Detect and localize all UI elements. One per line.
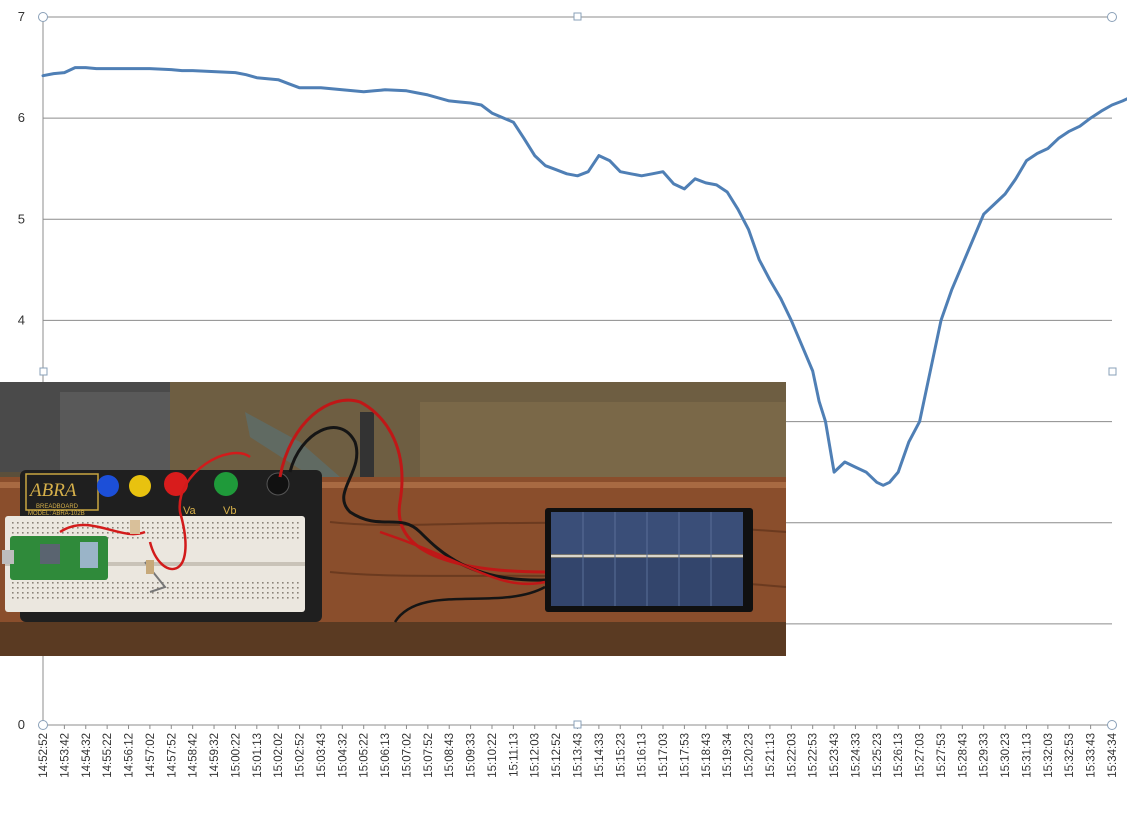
x-tick-label: 15:33:43 bbox=[1086, 733, 1098, 778]
x-tick-label: 14:53:42 bbox=[59, 733, 71, 778]
x-tick-label: 15:15:23 bbox=[615, 733, 627, 778]
y-tick-label: 7 bbox=[18, 9, 25, 24]
x-tick-label: 15:27:53 bbox=[936, 733, 948, 778]
post-label-b: Vb bbox=[223, 505, 236, 517]
breadboard-brand: ABRA bbox=[28, 480, 77, 501]
resize-handle-left[interactable] bbox=[39, 367, 48, 376]
x-tick-label: 15:32:53 bbox=[1064, 733, 1076, 778]
y-tick-label: 6 bbox=[18, 110, 25, 125]
x-tick-label: 15:19:34 bbox=[722, 732, 734, 777]
x-tick-label: 15:12:03 bbox=[530, 733, 542, 778]
breadboard-sub-label: BREADBOARD bbox=[36, 504, 79, 510]
x-tick-label: 15:25:23 bbox=[872, 733, 884, 778]
x-tick-label: 15:22:03 bbox=[786, 733, 798, 778]
x-axis-tick-labels: 14:52:52 14:53:42 14:54:32 14:55:22 14:56:12… bbox=[38, 725, 1119, 778]
x-tick-label: 15:20:23 bbox=[744, 733, 756, 778]
y-tick-label: 0 bbox=[18, 717, 25, 732]
x-tick-label: 15:27:03 bbox=[915, 733, 927, 778]
x-tick-label: 15:18:43 bbox=[701, 733, 713, 778]
x-tick-label: 15:29:33 bbox=[979, 733, 991, 778]
x-tick-label: 15:24:33 bbox=[850, 733, 862, 778]
resize-handle-bottom-right[interactable] bbox=[1107, 720, 1117, 730]
photo-illustration: ABRA BREADBOARD MODEL: ABRA-102B Va Vb bbox=[0, 382, 786, 656]
x-tick-label: 15:12:52 bbox=[551, 733, 563, 778]
x-tick-label: 15:06:13 bbox=[380, 733, 392, 778]
x-tick-label: 14:52:52 bbox=[38, 733, 50, 778]
x-tick-label: 15:17:03 bbox=[658, 733, 670, 778]
x-tick-label: 15:17:53 bbox=[679, 733, 691, 778]
y-tick-label: 5 bbox=[18, 211, 25, 226]
resize-handle-right[interactable] bbox=[1108, 367, 1117, 376]
x-tick-label: 15:14:33 bbox=[594, 733, 606, 778]
resize-handle-top[interactable] bbox=[573, 12, 582, 21]
chart-selection-handles[interactable] bbox=[38, 12, 1117, 730]
green-binding-post-icon bbox=[214, 472, 238, 496]
x-tick-label: 14:55:22 bbox=[102, 733, 114, 778]
x-tick-label: 14:54:32 bbox=[81, 733, 93, 778]
x-tick-label: 15:22:53 bbox=[808, 733, 820, 778]
blue-binding-post-icon bbox=[97, 475, 119, 497]
x-tick-label: 15:26:13 bbox=[893, 733, 905, 778]
x-tick-label: 15:01:13 bbox=[252, 733, 264, 778]
x-tick-label: 15:07:02 bbox=[401, 733, 413, 778]
resize-handle-bottom-left[interactable] bbox=[38, 720, 48, 730]
solar-panel-cells bbox=[582, 512, 712, 606]
x-tick-label: 15:30:23 bbox=[1000, 733, 1012, 778]
x-tick-label: 15:32:03 bbox=[1043, 733, 1055, 778]
x-tick-label: 15:02:02 bbox=[273, 733, 285, 778]
x-tick-label: 15:34:34 bbox=[1107, 732, 1119, 777]
x-tick-label: 14:58:42 bbox=[188, 733, 200, 778]
x-tick-label: 14:57:52 bbox=[166, 733, 178, 778]
x-tick-label: 14:59:32 bbox=[209, 733, 221, 778]
x-tick-label: 15:11:13 bbox=[508, 733, 520, 777]
resize-handle-top-right[interactable] bbox=[1107, 12, 1117, 22]
x-tick-label: 15:08:43 bbox=[444, 733, 456, 778]
breadboard-model-label: MODEL: ABRA-102B bbox=[28, 511, 85, 517]
x-tick-label: 15:16:13 bbox=[637, 733, 649, 778]
x-tick-label: 15:07:52 bbox=[423, 733, 435, 778]
x-tick-label: 15:09:33 bbox=[466, 733, 478, 778]
x-tick-label: 15:31:13 bbox=[1021, 733, 1033, 778]
x-tick-label: 15:28:43 bbox=[957, 733, 969, 778]
x-tick-label: 15:21:13 bbox=[765, 733, 777, 778]
x-tick-label: 15:04:32 bbox=[337, 733, 349, 778]
x-tick-label: 15:23:43 bbox=[829, 733, 841, 778]
x-tick-label: 15:00:22 bbox=[230, 733, 242, 778]
resize-handle-top-left[interactable] bbox=[38, 12, 48, 22]
post-label-a: Va bbox=[183, 505, 197, 517]
x-tick-label: 15:05:22 bbox=[359, 733, 371, 778]
embedded-photo-solar-panel-setup[interactable]: ABRA BREADBOARD MODEL: ABRA-102B Va Vb bbox=[0, 382, 786, 656]
y-axis-tick-labels: 0 4 5 6 7 bbox=[18, 9, 25, 732]
resize-handle-bottom[interactable] bbox=[573, 720, 582, 729]
x-tick-label: 15:02:52 bbox=[295, 733, 307, 778]
red-binding-post-icon bbox=[164, 472, 188, 496]
x-tick-label: 14:57:02 bbox=[145, 733, 157, 778]
y-tick-label: 4 bbox=[18, 312, 25, 327]
x-tick-label: 14:56:12 bbox=[124, 733, 136, 778]
x-tick-label: 15:13:43 bbox=[573, 733, 585, 778]
series-line bbox=[41, 66, 1127, 487]
x-tick-label: 15:10:22 bbox=[487, 733, 499, 778]
x-tick-label: 15:03:43 bbox=[316, 733, 328, 778]
black-binding-post-icon bbox=[266, 472, 290, 496]
yellow-binding-post-icon bbox=[129, 475, 151, 497]
